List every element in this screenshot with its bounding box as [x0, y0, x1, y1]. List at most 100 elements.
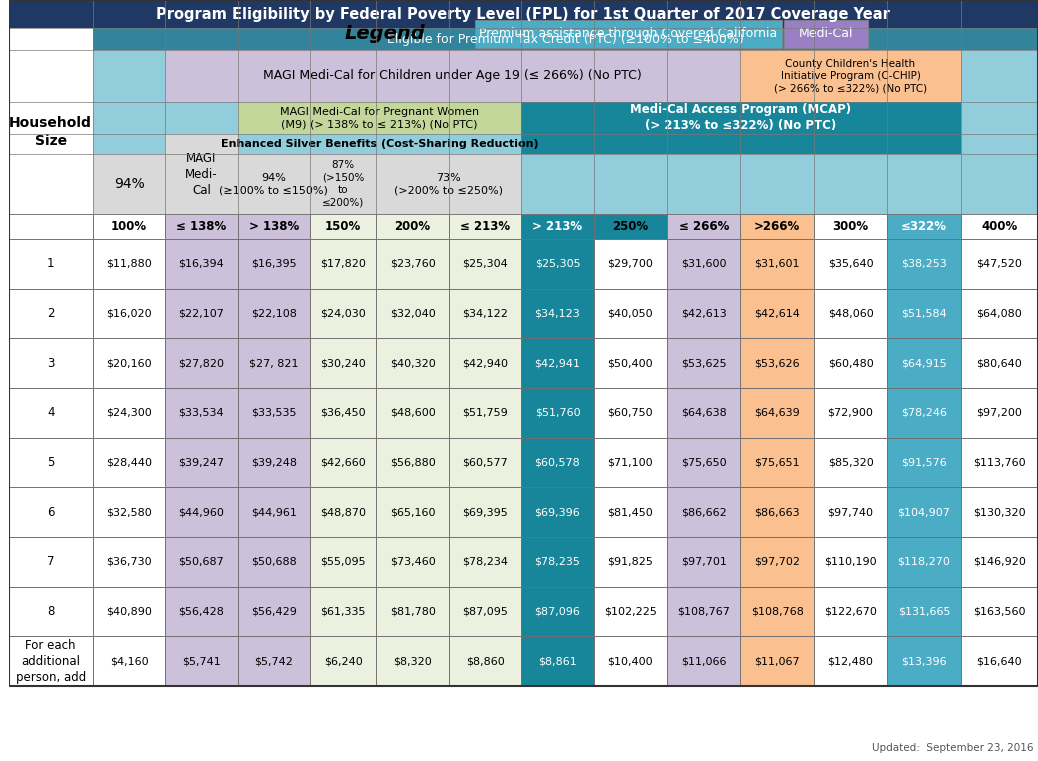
Text: 87%
(>150%
to
≤200%): 87% (>150% to ≤200%) — [322, 161, 364, 208]
Text: $16,640: $16,640 — [977, 656, 1022, 666]
Text: ≤322%: ≤322% — [901, 220, 947, 233]
Bar — [814, 134, 887, 154]
Bar — [814, 388, 887, 438]
Text: $97,702: $97,702 — [755, 557, 800, 567]
Bar — [310, 154, 377, 214]
Text: $23,760: $23,760 — [390, 259, 436, 269]
Bar — [310, 339, 377, 388]
Text: $61,335: $61,335 — [321, 607, 366, 616]
Text: $78,246: $78,246 — [901, 408, 947, 418]
Text: $71,100: $71,100 — [607, 457, 653, 467]
Bar — [594, 388, 667, 438]
Text: $24,300: $24,300 — [106, 408, 152, 418]
Bar — [740, 339, 814, 388]
Bar — [165, 636, 238, 686]
Text: $27, 821: $27, 821 — [249, 358, 299, 368]
Bar — [521, 214, 594, 239]
Text: $22,108: $22,108 — [251, 308, 297, 319]
Text: Updated:  September 23, 2016: Updated: September 23, 2016 — [872, 743, 1033, 753]
Bar — [92, 102, 165, 134]
Text: 1: 1 — [47, 257, 54, 270]
Text: $11,880: $11,880 — [106, 259, 152, 269]
Bar — [667, 487, 740, 537]
Bar — [92, 154, 165, 214]
Bar — [92, 134, 165, 154]
Text: $39,248: $39,248 — [251, 457, 297, 467]
Text: $64,915: $64,915 — [901, 358, 947, 368]
Bar — [887, 537, 960, 587]
Text: $75,650: $75,650 — [681, 457, 727, 467]
Bar — [960, 587, 1038, 636]
Bar — [521, 134, 594, 154]
Text: Household
Size: Household Size — [9, 116, 92, 148]
Bar — [165, 288, 238, 339]
Text: > 138%: > 138% — [249, 220, 299, 233]
Bar — [814, 214, 887, 239]
Bar — [165, 214, 238, 239]
Text: $8,860: $8,860 — [466, 656, 504, 666]
Text: $86,662: $86,662 — [681, 507, 727, 517]
Bar — [960, 288, 1038, 339]
Text: $64,080: $64,080 — [977, 308, 1022, 319]
Bar — [814, 154, 887, 214]
Bar — [92, 239, 165, 288]
Text: MAGI
Medi-
Cal: MAGI Medi- Cal — [185, 151, 218, 196]
Bar — [377, 288, 448, 339]
Text: $48,600: $48,600 — [390, 408, 436, 418]
Text: $56,880: $56,880 — [390, 457, 436, 467]
Text: $85,320: $85,320 — [827, 457, 873, 467]
Text: $97,200: $97,200 — [977, 408, 1022, 418]
Bar — [960, 239, 1038, 288]
Bar — [594, 537, 667, 587]
Bar — [310, 537, 377, 587]
Bar — [165, 50, 740, 102]
Text: Medi-Cal Access Program (MCAP)
(> 213% to ≤322%) (No PTC): Medi-Cal Access Program (MCAP) (> 213% t… — [630, 103, 851, 132]
Bar — [474, 20, 782, 47]
Text: $91,825: $91,825 — [607, 557, 653, 567]
Text: $51,760: $51,760 — [535, 408, 580, 418]
Bar — [377, 388, 448, 438]
Text: $33,535: $33,535 — [251, 408, 297, 418]
Text: 6: 6 — [47, 505, 54, 519]
Bar — [8, 50, 92, 102]
Bar — [92, 28, 1038, 50]
Text: $31,601: $31,601 — [755, 259, 800, 269]
Bar — [8, 134, 92, 154]
Text: $40,320: $40,320 — [390, 358, 436, 368]
Text: $6,240: $6,240 — [324, 656, 362, 666]
Bar — [92, 388, 165, 438]
Text: $163,560: $163,560 — [973, 607, 1026, 616]
Bar — [8, 0, 1038, 28]
Text: $78,234: $78,234 — [462, 557, 508, 567]
Text: $50,688: $50,688 — [251, 557, 297, 567]
Bar — [960, 537, 1038, 587]
Text: $17,820: $17,820 — [321, 259, 366, 269]
Bar — [740, 438, 814, 487]
Bar — [448, 537, 521, 587]
Text: $42,660: $42,660 — [321, 457, 366, 467]
Bar — [740, 388, 814, 438]
Text: $108,767: $108,767 — [678, 607, 730, 616]
Bar — [377, 636, 448, 686]
Bar — [92, 438, 165, 487]
Bar — [8, 239, 92, 288]
Text: $16,394: $16,394 — [179, 259, 224, 269]
Bar — [8, 487, 92, 537]
Bar — [594, 214, 667, 239]
Text: $36,730: $36,730 — [106, 557, 152, 567]
Bar — [238, 587, 310, 636]
Bar — [310, 636, 377, 686]
Bar — [521, 438, 594, 487]
Bar — [165, 102, 238, 134]
Text: >266%: >266% — [754, 220, 800, 233]
Bar — [667, 154, 740, 214]
Text: 73%
(>200% to ≤250%): 73% (>200% to ≤250%) — [394, 173, 503, 196]
Text: $42,614: $42,614 — [755, 308, 800, 319]
Bar — [448, 438, 521, 487]
Text: Eligible for Premium Tax Credit (PTC) (≥100% to ≤400%): Eligible for Premium Tax Credit (PTC) (≥… — [387, 33, 744, 46]
Text: Program Eligibility by Federal Poverty Level (FPL) for 1st Quarter of 2017 Cover: Program Eligibility by Federal Poverty L… — [157, 7, 891, 21]
Text: > 213%: > 213% — [532, 220, 582, 233]
Text: $47,520: $47,520 — [977, 259, 1022, 269]
Bar — [740, 50, 960, 102]
Text: $12,480: $12,480 — [827, 656, 874, 666]
